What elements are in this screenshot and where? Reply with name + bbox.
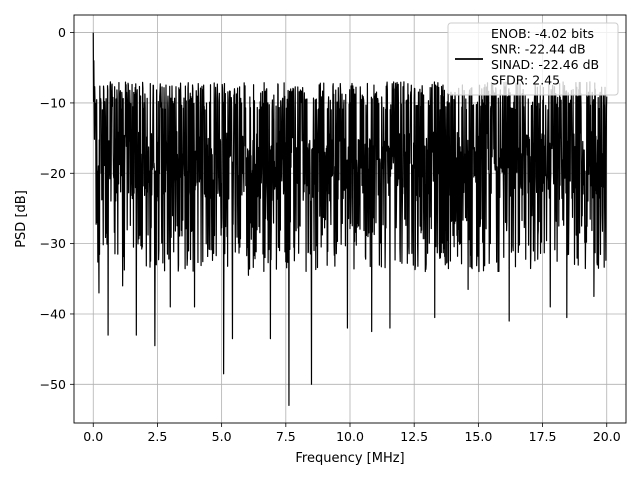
x-axis-ticks: 0.0 2.5 5.0 7.5 10.0 12.5 15.0 17.5 20.0 [83, 423, 621, 444]
x-tick-label: 15.0 [464, 429, 492, 444]
legend-box [447, 22, 619, 96]
y-axis-label: PSD [dB] [14, 190, 29, 248]
x-tick-label: 17.5 [529, 429, 557, 444]
y-tick-label: −50 [40, 377, 66, 392]
y-tick-label: −30 [40, 236, 66, 251]
legend-entry: ENOB: -4.02 bits SNR: -22.44 dB SINAD: -22… [491, 26, 599, 88]
plot-area [92, 32, 608, 407]
x-tick-label: 2.5 [147, 429, 167, 444]
x-tick-label: 5.0 [212, 429, 232, 444]
x-tick-label: 0.0 [83, 429, 103, 444]
y-tick-label: −20 [40, 166, 66, 181]
x-tick-label: 12.5 [400, 429, 428, 444]
y-tick-label: −40 [40, 306, 66, 321]
y-tick-label: 0 [58, 25, 66, 40]
legend: ENOB: -4.02 bits SNR: -22.44 dB SINAD: -22… [447, 22, 619, 96]
x-tick-label: 10.0 [336, 429, 364, 444]
x-tick-label: 20.0 [593, 429, 621, 444]
psd-series-line [92, 32, 608, 407]
y-tick-label: −10 [40, 95, 66, 110]
x-tick-label: 7.5 [276, 429, 296, 444]
x-axis-label: Frequency [MHz] [295, 451, 404, 466]
y-axis-ticks: 0 −10 −20 −30 −40 −50 [40, 25, 74, 392]
